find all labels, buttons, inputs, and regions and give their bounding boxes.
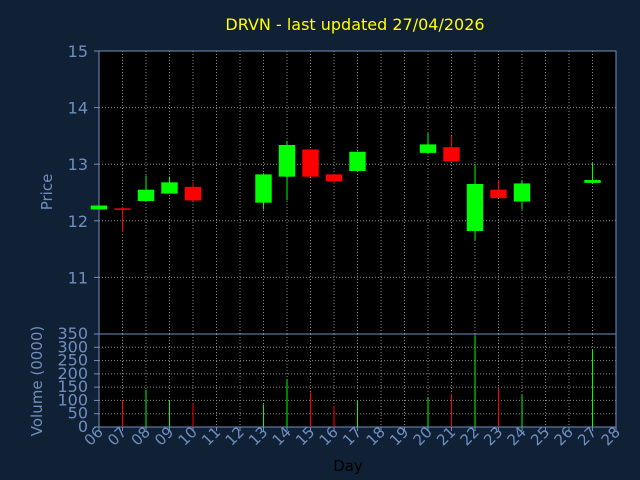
candle-body: [349, 151, 366, 171]
candle: [584, 163, 601, 184]
price-panel: 11 12 13 14 15: [68, 42, 617, 335]
candle: [278, 141, 296, 201]
candle: [114, 207, 131, 233]
candle: [90, 204, 108, 210]
volume-tick-label: 200: [57, 364, 88, 383]
candle-body: [325, 174, 343, 182]
price-axis-label: Price: [38, 174, 56, 211]
price-tick-label: 14: [68, 99, 88, 118]
chart-title: DRVN - last updated 27/04/2026: [225, 15, 484, 34]
candle: [325, 174, 343, 185]
volume-tick-label: 150: [57, 377, 88, 396]
candle-body: [137, 189, 155, 201]
x-axis-label: Day: [333, 457, 363, 475]
candle-body: [419, 144, 437, 153]
candle-body: [513, 183, 531, 202]
volume-tick-label: 0: [78, 417, 88, 436]
price-tick-label: 11: [68, 268, 88, 287]
candle-body: [184, 186, 202, 201]
candle-body: [161, 182, 178, 194]
candle: [466, 164, 484, 241]
candle-body: [466, 184, 484, 231]
candle-body: [443, 147, 460, 162]
volume-tick-label: 100: [57, 390, 88, 409]
volume-tick-label: 350: [57, 324, 88, 343]
candle-body: [584, 180, 601, 183]
candle-body: [114, 208, 131, 210]
candle-body: [255, 174, 272, 203]
candle-body: [90, 205, 108, 210]
price-tick-label: 12: [68, 212, 88, 231]
candle: [490, 180, 507, 199]
candle: [349, 151, 366, 171]
candle: [161, 176, 178, 194]
volume-tick-label: 250: [57, 351, 88, 370]
x-axis: 0607080910111213141516171819202122232425…: [81, 423, 624, 449]
volume-axis-label: Volume (0000): [28, 326, 46, 436]
price-tick-label: 13: [68, 155, 88, 174]
candle: [443, 135, 460, 162]
candle-body: [302, 149, 319, 177]
volume-tick-label: 300: [57, 337, 88, 356]
candle: [137, 175, 155, 201]
candle: [255, 173, 272, 210]
volume-tick-label: 50: [68, 404, 88, 423]
candle: [302, 149, 319, 177]
candle-body: [278, 144, 296, 177]
candle: [513, 180, 531, 210]
price-tick-label: 15: [68, 42, 88, 61]
candle-body: [490, 189, 507, 199]
candle: [419, 133, 437, 153]
candle: [184, 182, 202, 201]
